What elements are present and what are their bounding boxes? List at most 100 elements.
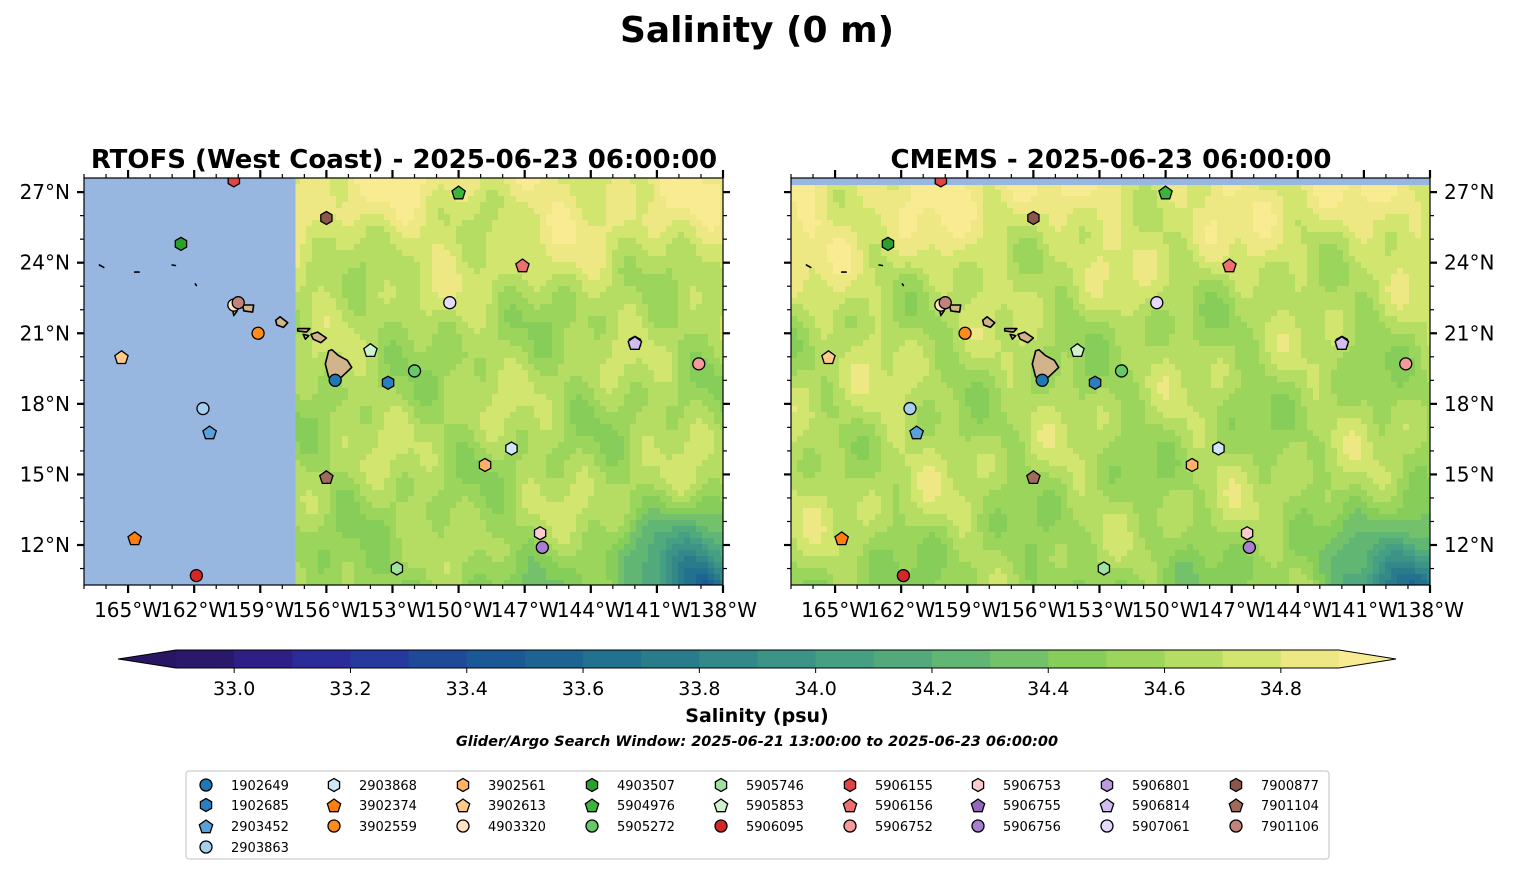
legend-label: 5906156	[875, 799, 933, 814]
x-tick-label: 162°W	[867, 598, 935, 622]
legend-label: 7900877	[1261, 779, 1319, 794]
float-5906095	[189, 568, 204, 583]
legend-marker-3902374	[326, 798, 342, 813]
search-window-note: Glider/Argo Search Window: 2025-06-21 13…	[456, 734, 1058, 750]
colorbar-segment	[583, 650, 642, 668]
y-tick-label: 27°N	[1444, 180, 1494, 204]
colorbar-extend-high	[1339, 650, 1396, 668]
float-1902685	[1088, 375, 1102, 390]
colorbar-segment	[931, 650, 991, 668]
colorbar-segment	[990, 650, 1049, 668]
float-3902374	[834, 531, 850, 546]
legend-label: 5906814	[1132, 799, 1190, 814]
float-5906155	[227, 178, 241, 188]
colorbar-segment	[176, 650, 235, 668]
legend-marker-3902561	[456, 777, 470, 793]
legend-label: 3902559	[359, 820, 417, 835]
legend-marker-5906755	[970, 798, 986, 813]
colorbar-segment	[1048, 650, 1107, 668]
float-5906756	[535, 540, 549, 555]
legend-marker-5905853	[713, 798, 729, 813]
legend-marker-2903452	[198, 819, 214, 834]
colorbar-segment	[408, 650, 468, 668]
island	[1017, 331, 1035, 344]
float-3902613	[821, 349, 836, 365]
x-tick-label: 141°W	[1330, 598, 1398, 622]
legend-label: 3902613	[488, 799, 546, 814]
legend-marker-5906814	[1099, 798, 1115, 813]
float-markers	[821, 178, 1413, 583]
float-4903507	[174, 236, 188, 252]
x-tick-label: 138°W	[689, 598, 757, 622]
y-tick-label: 24°N	[1444, 251, 1494, 275]
legend-label: 5906801	[1132, 779, 1190, 794]
legend-label: 5906756	[1003, 820, 1061, 835]
float-7901106	[231, 296, 245, 310]
float-5905272	[1114, 364, 1129, 378]
float-5905746	[390, 561, 404, 576]
x-tick-label: 153°W	[359, 598, 427, 622]
colorbar-segment	[1164, 650, 1224, 668]
x-tick-label: 150°W	[1132, 598, 1200, 622]
colorbar-tick-label: 33.6	[562, 678, 604, 700]
y-tick-label: 24°N	[20, 251, 70, 275]
x-tick-label: 165°W	[801, 598, 869, 622]
colorbar-tick-label: 34.4	[1027, 678, 1069, 700]
float-5906752	[1399, 357, 1413, 371]
colorbar-segment	[292, 650, 351, 668]
map-frame	[790, 177, 1431, 586]
legend-marker-2903863	[199, 840, 213, 854]
legend-marker-4903320	[456, 819, 470, 833]
legend-marker-5905746	[714, 777, 728, 793]
legend-label: 5905853	[746, 799, 804, 814]
legend-label: 4903320	[488, 820, 546, 835]
x-tick-label: 138°W	[1396, 598, 1464, 622]
x-tick-label: 162°W	[160, 598, 228, 622]
y-tick-label: 12°N	[20, 533, 70, 557]
x-tick-label: 144°W	[1264, 598, 1332, 622]
float-2903452	[909, 425, 925, 440]
float-5906753	[1240, 525, 1254, 541]
island	[98, 264, 105, 269]
legend-label: 2903868	[359, 779, 417, 794]
island	[1003, 327, 1018, 333]
float-5906752	[692, 357, 706, 371]
colorbar-tick-label: 33.2	[329, 678, 371, 700]
legend-label: 5906752	[875, 820, 933, 835]
legend-label: 5906155	[875, 779, 933, 794]
legend-marker-5906095	[714, 819, 728, 833]
float-markers	[114, 178, 706, 583]
float-legend: 1902649 1902685 2903452 2903863 2903868 39023…	[185, 770, 1330, 860]
legend-label: 5906755	[1003, 799, 1061, 814]
legend-marker-5907061	[1100, 819, 1114, 833]
island	[901, 283, 905, 287]
colorbar-extend-low	[118, 650, 176, 668]
float-3902559	[251, 326, 265, 340]
legend-marker-5905272	[585, 819, 599, 833]
colorbar-segment	[1222, 650, 1282, 668]
panel-title-rtofs: RTOFS (West Coast) - 2025-06-23 06:00:00	[91, 145, 717, 175]
float-5905272	[407, 364, 422, 378]
float-1902685	[381, 375, 395, 390]
float-5906156	[515, 258, 530, 273]
colorbar: 33.0 33.2 33.4 33.6 33.8 34.0 34.2 34.4 34.6 34.8	[117, 649, 1397, 700]
x-tick-label: 144°W	[557, 598, 625, 622]
float-5907061	[1150, 296, 1164, 310]
colorbar-segment	[873, 650, 933, 668]
float-5905853	[1070, 342, 1085, 358]
map-panel-cmems: 165°W162°W159°W156°W153°W150°W147°W144°W…	[784, 170, 1494, 622]
legend-marker-1902685	[199, 797, 213, 813]
legend-marker-5906753	[971, 777, 985, 793]
legend-marker-7901106	[1229, 819, 1243, 833]
legend-label: 5906095	[746, 820, 804, 835]
x-tick-label: 147°W	[1198, 598, 1266, 622]
float-5906155	[934, 178, 948, 188]
legend-marker-7900877	[1229, 777, 1243, 793]
float-7901104	[318, 469, 334, 485]
colorbar-outline	[117, 649, 1397, 669]
float-5906156	[1222, 258, 1237, 273]
colorbar-tick-label: 34.0	[794, 678, 836, 700]
y-tick-label: 21°N	[20, 321, 70, 345]
map-panel-rtofs: 165°W162°W159°W156°W153°W150°W147°W144°W…	[20, 170, 757, 622]
island	[981, 316, 996, 329]
